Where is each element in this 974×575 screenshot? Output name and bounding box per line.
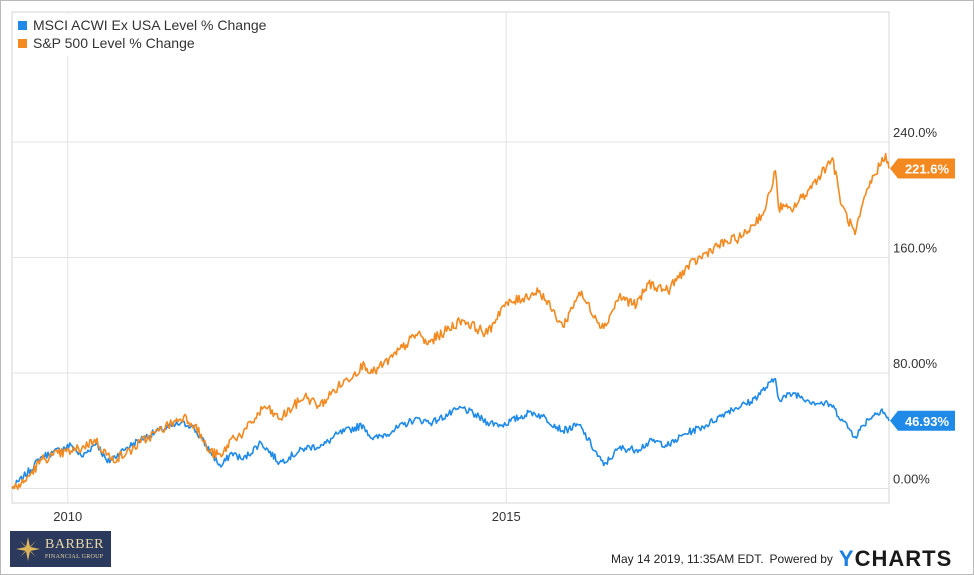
end-value-tag-1	[890, 158, 955, 179]
footer-powered-by: Powered by	[769, 552, 833, 566]
barber-wordmark: BARBER FINANCIAL GROUP	[45, 537, 105, 561]
x-tick-label: 2010	[53, 509, 82, 524]
barber-name: BARBER	[45, 537, 105, 552]
end-value-label-0: 46.93%	[905, 414, 950, 429]
ycharts-logo-text: CHARTS	[854, 546, 953, 571]
end-value-tag-0	[890, 410, 955, 431]
legend-swatch-msci	[18, 20, 27, 30]
y-tick-label: 240.0%	[893, 125, 938, 140]
chart-legend: MSCI ACWI Ex USA Level % Change S&P 500 …	[14, 14, 271, 56]
legend-swatch-sp500	[18, 38, 27, 48]
barber-subtitle: FINANCIAL GROUP	[45, 554, 104, 560]
chart-footer: May 14 2019, 11:35AM EDT. Powered by YCH…	[611, 546, 952, 572]
ycharts-logo[interactable]: YCHARTS	[839, 546, 952, 572]
legend-item-sp500[interactable]: S&P 500 Level % Change	[18, 34, 266, 52]
x-tick-label: 2015	[492, 509, 521, 524]
end-value-label-1: 221.6%	[905, 162, 950, 177]
barber-logo: BARBER FINANCIAL GROUP	[10, 531, 111, 567]
y-tick-label: 160.0%	[893, 241, 938, 256]
y-tick-label: 0.00%	[893, 472, 930, 487]
footer-timestamp: May 14 2019, 11:35AM EDT.	[611, 552, 764, 566]
series-line-0	[11, 378, 890, 490]
ycharts-logo-y: Y	[838, 546, 855, 571]
y-tick-label: 80.00%	[893, 356, 938, 371]
legend-label-sp500: S&P 500 Level % Change	[33, 35, 195, 51]
legend-item-msci[interactable]: MSCI ACWI Ex USA Level % Change	[18, 16, 266, 34]
series-line-1	[11, 152, 890, 490]
legend-label-msci: MSCI ACWI Ex USA Level % Change	[33, 17, 267, 33]
barber-emblem-icon	[15, 536, 41, 562]
